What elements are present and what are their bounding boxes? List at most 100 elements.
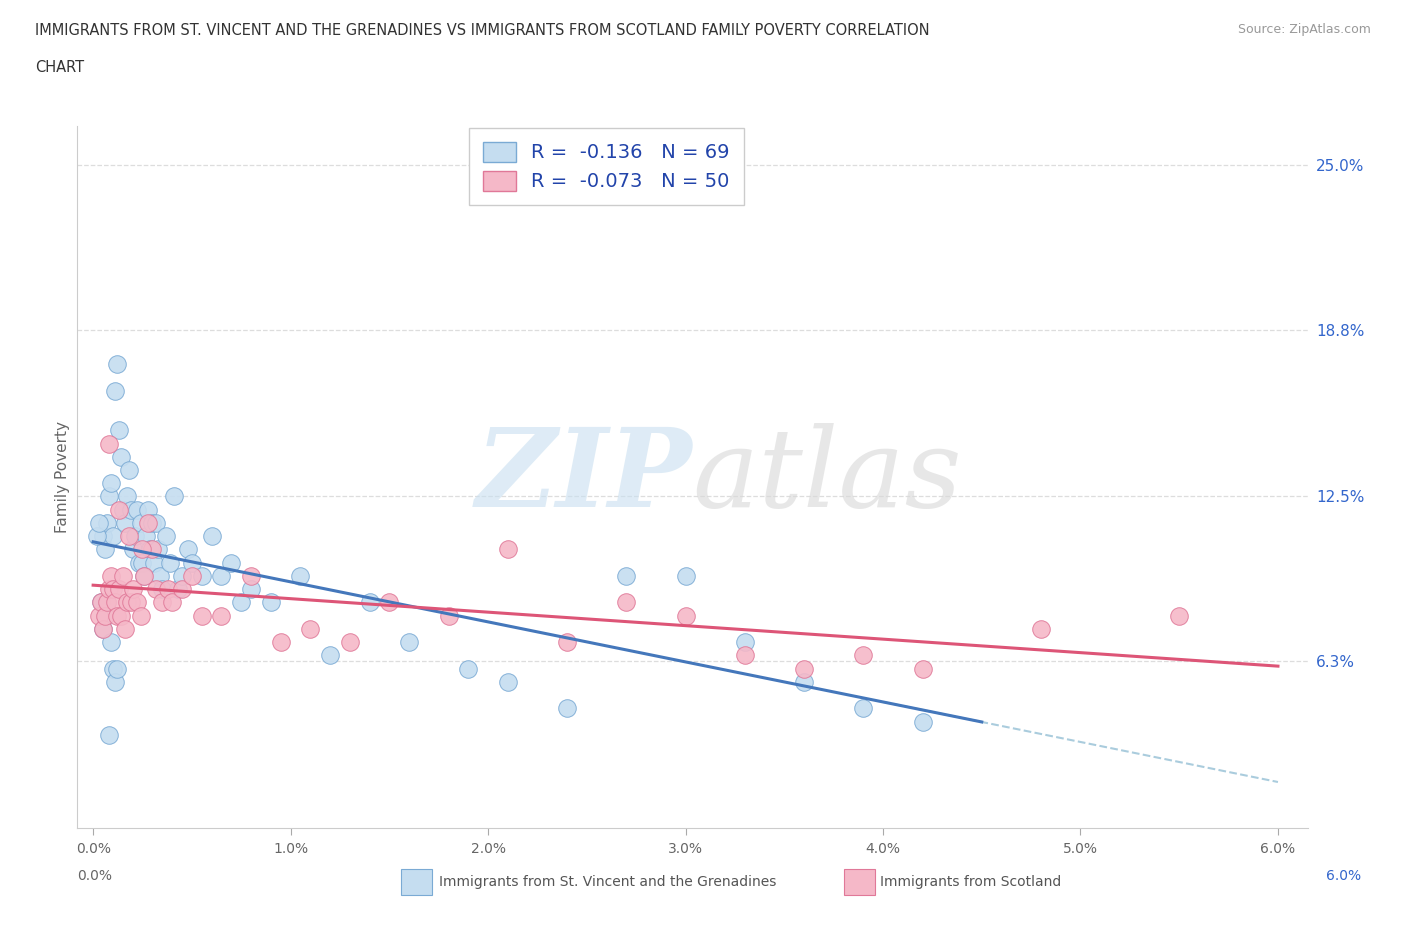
Legend: R =  -0.136   N = 69, R =  -0.073   N = 50: R = -0.136 N = 69, R = -0.073 N = 50 bbox=[468, 128, 744, 206]
Point bbox=[104, 674, 127, 689]
Point bbox=[105, 356, 128, 371]
Text: 0.0%: 0.0% bbox=[77, 869, 112, 883]
Point bbox=[496, 674, 519, 689]
Point bbox=[90, 595, 112, 610]
Point bbox=[319, 648, 342, 663]
Point bbox=[163, 489, 186, 504]
Point bbox=[107, 423, 129, 438]
Point bbox=[141, 542, 163, 557]
Y-axis label: Family Poverty: Family Poverty bbox=[55, 420, 70, 533]
Point bbox=[101, 582, 124, 597]
Point bbox=[138, 515, 160, 530]
Point bbox=[125, 502, 148, 517]
Point bbox=[177, 542, 200, 557]
Point bbox=[100, 568, 122, 583]
Point bbox=[96, 595, 118, 610]
Point bbox=[107, 502, 129, 517]
Point bbox=[150, 595, 173, 610]
Point bbox=[299, 621, 322, 636]
Point bbox=[240, 582, 263, 597]
Point bbox=[270, 635, 292, 650]
Text: Source: ZipAtlas.com: Source: ZipAtlas.com bbox=[1237, 23, 1371, 36]
Point bbox=[734, 635, 756, 650]
Point bbox=[134, 568, 156, 583]
Point bbox=[911, 661, 934, 676]
Point bbox=[139, 542, 162, 557]
Point bbox=[378, 595, 401, 610]
Point bbox=[1029, 621, 1052, 636]
Point bbox=[555, 701, 578, 716]
Text: IMMIGRANTS FROM ST. VINCENT AND THE GRENADINES VS IMMIGRANTS FROM SCOTLAND FAMIL: IMMIGRANTS FROM ST. VINCENT AND THE GREN… bbox=[35, 23, 929, 38]
Point bbox=[180, 568, 202, 583]
Point bbox=[107, 582, 129, 597]
Point bbox=[91, 621, 114, 636]
Text: 6.0%: 6.0% bbox=[1326, 869, 1361, 883]
Text: atlas: atlas bbox=[693, 423, 962, 530]
Point bbox=[190, 568, 212, 583]
Point bbox=[852, 701, 875, 716]
Point bbox=[614, 568, 637, 583]
Point bbox=[190, 608, 212, 623]
Point bbox=[97, 489, 120, 504]
Point bbox=[138, 502, 160, 517]
Point bbox=[793, 661, 815, 676]
Point bbox=[118, 529, 141, 544]
Point bbox=[141, 515, 163, 530]
Point bbox=[115, 489, 138, 504]
Point bbox=[131, 542, 153, 557]
Point bbox=[101, 529, 124, 544]
Point bbox=[290, 568, 312, 583]
Point bbox=[91, 529, 114, 544]
Point bbox=[148, 542, 170, 557]
Point bbox=[457, 661, 479, 676]
Point bbox=[852, 648, 875, 663]
Point bbox=[201, 529, 224, 544]
Point bbox=[614, 595, 637, 610]
Point bbox=[121, 582, 143, 597]
Point bbox=[240, 568, 263, 583]
Point bbox=[496, 542, 519, 557]
Point bbox=[120, 502, 142, 517]
Point bbox=[104, 595, 127, 610]
Point bbox=[124, 529, 146, 544]
Point bbox=[111, 568, 134, 583]
Text: CHART: CHART bbox=[35, 60, 84, 75]
Point bbox=[675, 568, 697, 583]
Point bbox=[359, 595, 381, 610]
Point bbox=[94, 608, 117, 623]
Point bbox=[114, 621, 136, 636]
Point bbox=[90, 595, 112, 610]
Point bbox=[157, 582, 180, 597]
Point bbox=[125, 595, 148, 610]
Point bbox=[118, 462, 141, 477]
Point bbox=[87, 608, 110, 623]
Point bbox=[96, 515, 118, 530]
Point bbox=[211, 568, 233, 583]
Point bbox=[87, 515, 110, 530]
Point bbox=[437, 608, 460, 623]
Point bbox=[129, 515, 152, 530]
Point bbox=[145, 582, 167, 597]
Point bbox=[145, 515, 167, 530]
Text: Immigrants from Scotland: Immigrants from Scotland bbox=[880, 874, 1062, 889]
Point bbox=[105, 608, 128, 623]
Point bbox=[170, 582, 193, 597]
Point bbox=[149, 568, 172, 583]
Point bbox=[170, 568, 193, 583]
Point bbox=[94, 542, 117, 557]
Point bbox=[96, 595, 118, 610]
Point bbox=[135, 529, 157, 544]
Text: ZIP: ZIP bbox=[475, 423, 693, 530]
Point bbox=[121, 542, 143, 557]
Point bbox=[128, 555, 150, 570]
Point bbox=[101, 661, 124, 676]
Point bbox=[339, 635, 361, 650]
Point bbox=[555, 635, 578, 650]
Point bbox=[793, 674, 815, 689]
Point bbox=[131, 555, 153, 570]
Point bbox=[94, 608, 117, 623]
Point bbox=[398, 635, 420, 650]
Point bbox=[260, 595, 283, 610]
Point bbox=[911, 714, 934, 729]
Point bbox=[134, 568, 156, 583]
